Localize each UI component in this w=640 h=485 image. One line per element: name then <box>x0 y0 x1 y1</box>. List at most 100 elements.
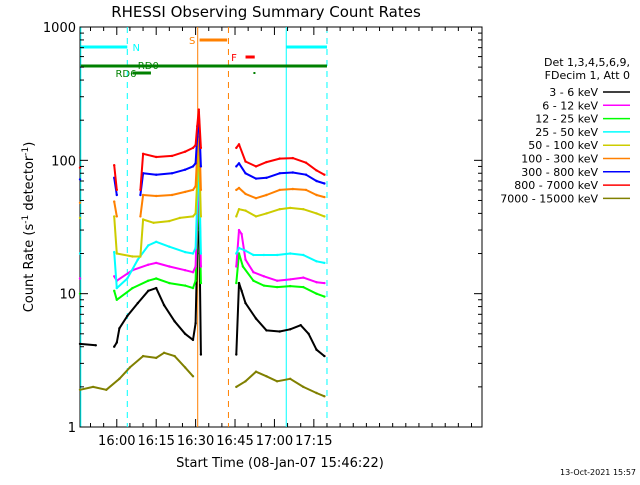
data-point <box>315 212 318 215</box>
data-point <box>183 366 187 369</box>
legend-header-line-2: FDecim 1, Att 0 <box>545 69 630 82</box>
data-point <box>304 188 308 192</box>
chart-title: RHESSI Observing Summary Count Rates <box>111 3 421 21</box>
data-point <box>254 370 258 373</box>
data-point <box>199 165 203 168</box>
data-point <box>278 208 281 211</box>
data-point <box>78 277 82 280</box>
data-point <box>78 342 82 346</box>
y-axis-label-end: ) <box>22 142 37 147</box>
data-point <box>237 186 241 190</box>
data-point <box>244 192 247 196</box>
data-point <box>199 353 203 356</box>
data-point <box>170 193 174 197</box>
data-point <box>155 194 158 198</box>
data-point <box>141 354 145 358</box>
data-point <box>323 182 326 185</box>
y-axis-label-mid: detector <box>22 155 37 215</box>
series-line <box>113 180 325 301</box>
data-point <box>118 327 121 330</box>
data-point <box>168 245 171 248</box>
data-point <box>126 277 129 280</box>
data-point <box>323 295 326 298</box>
data-point <box>168 265 171 268</box>
data-point <box>183 168 187 171</box>
data-point <box>147 244 150 247</box>
data-point <box>323 261 326 265</box>
x-axis-label: Start Time (08-Jan-07 15:46:22) <box>176 456 384 471</box>
data-point <box>115 252 119 255</box>
data-point <box>244 258 247 261</box>
data-point <box>275 253 279 257</box>
data-point <box>315 193 318 197</box>
data-point <box>136 301 139 305</box>
data-point <box>168 281 171 285</box>
data-point <box>304 161 308 164</box>
legend-label: 6 - 12 keV <box>542 99 598 112</box>
legend-label: 25 - 50 keV <box>535 126 598 139</box>
data-point <box>139 215 142 218</box>
data-point <box>139 193 142 197</box>
data-point <box>289 252 292 255</box>
data-point <box>155 277 158 280</box>
data-point <box>141 152 145 155</box>
data-point <box>265 212 268 215</box>
data-point <box>265 329 268 332</box>
data-point <box>262 253 266 257</box>
data-point <box>275 279 279 282</box>
data-point <box>113 289 116 292</box>
data-point <box>244 301 247 305</box>
data-point <box>115 215 119 218</box>
data-point <box>240 289 243 292</box>
data-point <box>291 187 294 191</box>
data-point <box>173 354 176 358</box>
flag-label-rd6: RD6 <box>115 69 136 80</box>
data-point <box>315 348 318 351</box>
data-point <box>155 356 158 360</box>
data-point <box>289 284 292 288</box>
data-point <box>235 252 238 255</box>
data-point <box>237 143 241 146</box>
x-tick-label: 16:45 <box>216 434 253 449</box>
data-point <box>302 253 305 257</box>
data-point <box>237 281 241 285</box>
data-point <box>237 228 241 232</box>
data-point <box>315 281 318 284</box>
data-point <box>162 351 166 354</box>
data-point <box>199 281 203 285</box>
data-point <box>194 265 197 268</box>
data-point <box>183 284 187 287</box>
data-point <box>315 169 318 172</box>
ticks-layer: 1 10 100 1000 16:00 16:15 16:30 16:45 17:00 17:15 <box>43 21 482 449</box>
y-axis-label-main: Count Rate (s <box>22 224 37 313</box>
data-point <box>315 179 318 183</box>
data-point <box>254 177 258 180</box>
y-tick-label: 100 <box>51 154 76 169</box>
data-point <box>78 216 82 220</box>
data-point <box>196 125 199 128</box>
data-point <box>191 338 195 342</box>
legend-label: 50 - 100 keV <box>528 139 598 152</box>
data-point <box>315 260 318 263</box>
data-point <box>265 160 268 164</box>
data-point <box>302 276 305 279</box>
data-point <box>254 197 258 200</box>
data-point <box>173 320 176 323</box>
series-line <box>79 351 325 398</box>
data-point <box>254 215 258 218</box>
data-point <box>113 200 116 203</box>
data-point <box>131 286 134 290</box>
data-point <box>323 354 326 358</box>
data-point <box>91 385 95 389</box>
data-point <box>78 166 82 169</box>
data-point <box>235 146 238 150</box>
timestamp: 13-Oct-2021 15:57 <box>560 468 636 477</box>
data-point <box>237 162 241 165</box>
data-point <box>170 154 174 158</box>
data-point <box>199 252 203 255</box>
data-point <box>323 173 326 176</box>
data-point <box>265 176 268 179</box>
data-point <box>115 298 119 301</box>
data-point <box>162 304 166 307</box>
